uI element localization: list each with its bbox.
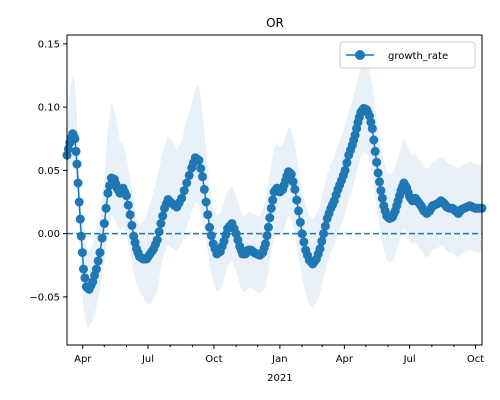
data-point bbox=[97, 233, 107, 243]
legend-label-growth-rate: growth_rate bbox=[388, 51, 448, 62]
x-tick-label: Jan bbox=[271, 354, 287, 365]
data-point bbox=[262, 231, 272, 241]
data-point bbox=[74, 197, 84, 207]
data-point bbox=[103, 188, 113, 198]
y-tick-label: 0.05 bbox=[38, 166, 60, 177]
legend: growth_rate bbox=[339, 41, 476, 69]
data-point bbox=[123, 200, 133, 210]
x-tick-label: Oct bbox=[467, 354, 484, 365]
data-point bbox=[182, 178, 192, 188]
data-point bbox=[315, 244, 325, 254]
y-tick-label: −0.05 bbox=[29, 292, 60, 303]
data-point bbox=[297, 229, 307, 239]
data-point bbox=[319, 229, 329, 239]
data-point bbox=[101, 203, 111, 213]
x-tick-label: Jul bbox=[141, 354, 154, 365]
y-tick-label: 0.00 bbox=[38, 229, 60, 240]
data-point bbox=[266, 203, 276, 213]
growth-rate-points bbox=[62, 103, 487, 294]
data-point bbox=[80, 273, 90, 283]
data-point bbox=[122, 191, 131, 201]
chart-title: OR bbox=[266, 16, 284, 30]
data-point bbox=[320, 221, 330, 231]
data-point bbox=[76, 231, 86, 241]
data-point bbox=[125, 210, 135, 220]
data-point bbox=[369, 135, 379, 145]
data-point bbox=[376, 186, 386, 196]
data-point bbox=[294, 206, 303, 216]
data-point bbox=[375, 177, 384, 187]
data-point bbox=[196, 164, 206, 173]
data-point bbox=[73, 178, 83, 188]
data-point bbox=[205, 222, 215, 232]
data-point bbox=[158, 211, 168, 221]
data-point bbox=[152, 235, 162, 245]
legend-box bbox=[339, 41, 476, 69]
data-point bbox=[71, 146, 81, 156]
data-point bbox=[288, 177, 298, 187]
data-point bbox=[292, 195, 302, 205]
data-point bbox=[268, 195, 278, 205]
data-point bbox=[177, 193, 187, 203]
data-point bbox=[265, 213, 275, 223]
y-tick-label: 0.15 bbox=[38, 39, 60, 50]
x-tick-label: Jul bbox=[403, 354, 416, 365]
data-point bbox=[179, 186, 189, 196]
plot-area bbox=[62, 64, 487, 328]
data-point bbox=[70, 134, 80, 144]
x-tick-label: Apr bbox=[74, 354, 92, 365]
data-point bbox=[317, 236, 327, 246]
data-point bbox=[194, 155, 204, 165]
data-point bbox=[377, 193, 387, 203]
data-point bbox=[156, 219, 166, 228]
data-point bbox=[370, 146, 380, 156]
data-point bbox=[295, 217, 305, 227]
x-axis: Apr Jul Oct Jan 2021 Apr Jul Oct bbox=[74, 345, 484, 384]
data-point bbox=[290, 184, 300, 194]
axes-frame bbox=[66, 34, 483, 346]
data-point bbox=[203, 210, 213, 220]
data-point bbox=[373, 168, 383, 178]
data-point bbox=[342, 158, 352, 168]
data-point bbox=[263, 222, 273, 232]
data-point bbox=[77, 248, 87, 258]
data-point bbox=[198, 172, 207, 182]
data-point bbox=[206, 231, 216, 241]
y-axis: −0.05 0.00 0.05 0.10 0.15 bbox=[29, 39, 67, 303]
x-tick-label: Apr bbox=[336, 354, 354, 365]
data-point bbox=[286, 169, 296, 179]
data-point bbox=[91, 264, 101, 274]
data-point bbox=[299, 237, 309, 247]
data-point bbox=[372, 157, 382, 167]
data-point bbox=[93, 256, 103, 266]
data-point bbox=[95, 248, 105, 258]
x-tick-label: Oct bbox=[205, 354, 222, 365]
data-point bbox=[79, 264, 88, 274]
data-point bbox=[184, 170, 194, 180]
data-point bbox=[127, 220, 137, 230]
data-point bbox=[199, 184, 209, 194]
data-point bbox=[367, 124, 377, 134]
x-tick-year-label: 2021 bbox=[267, 373, 292, 384]
data-point bbox=[72, 159, 82, 169]
data-point bbox=[340, 165, 350, 175]
data-point bbox=[154, 227, 164, 237]
data-point bbox=[99, 219, 109, 228]
y-tick-label: 0.10 bbox=[38, 103, 60, 114]
data-point bbox=[261, 239, 270, 249]
legend-marker bbox=[355, 50, 365, 60]
data-point bbox=[75, 214, 85, 224]
data-point bbox=[201, 197, 211, 207]
